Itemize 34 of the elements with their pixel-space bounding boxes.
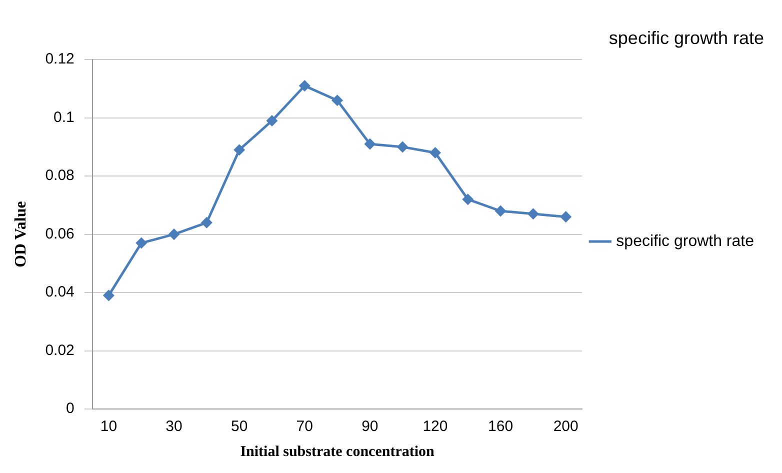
- point: [430, 148, 440, 158]
- y-tick-label: 0.12: [45, 50, 74, 68]
- x-axis-title: Initial substrate concentration: [240, 444, 436, 460]
- point: [168, 229, 180, 240]
- x-tick-label: 160: [488, 418, 514, 436]
- x-tick-label: 120: [422, 418, 448, 436]
- y-tick-label: 0.06: [45, 225, 74, 242]
- point: [266, 115, 278, 126]
- text: specific growth rate: [608, 28, 764, 48]
- x-tick-label: 10: [100, 418, 118, 436]
- point: [560, 212, 572, 222]
- point: [234, 144, 245, 156]
- x-tick-label: 70: [296, 418, 313, 436]
- y-tick-label: 0.08: [45, 167, 74, 184]
- point: [299, 80, 310, 92]
- y-tick-label: 0.02: [45, 342, 74, 359]
- point: [495, 206, 506, 216]
- x-tick-label: 200: [553, 418, 578, 436]
- point: [332, 95, 343, 106]
- y-tick-label: 0.1: [54, 108, 74, 126]
- y-tick-label: 0.04: [45, 284, 74, 301]
- y-tick-label: 0: [66, 400, 74, 418]
- point: [364, 138, 376, 150]
- point: [397, 142, 408, 152]
- point: [201, 217, 212, 228]
- y-axis-title: OD Value: [12, 201, 30, 268]
- x-tick-label: 30: [166, 418, 182, 436]
- point: [136, 238, 147, 248]
- legend-label: specific growth rate: [616, 232, 754, 250]
- point: [103, 290, 114, 301]
- point: [528, 208, 538, 220]
- x-tick-label: 90: [362, 418, 378, 436]
- point: [462, 194, 474, 205]
- x-tick-label: 50: [230, 418, 248, 436]
